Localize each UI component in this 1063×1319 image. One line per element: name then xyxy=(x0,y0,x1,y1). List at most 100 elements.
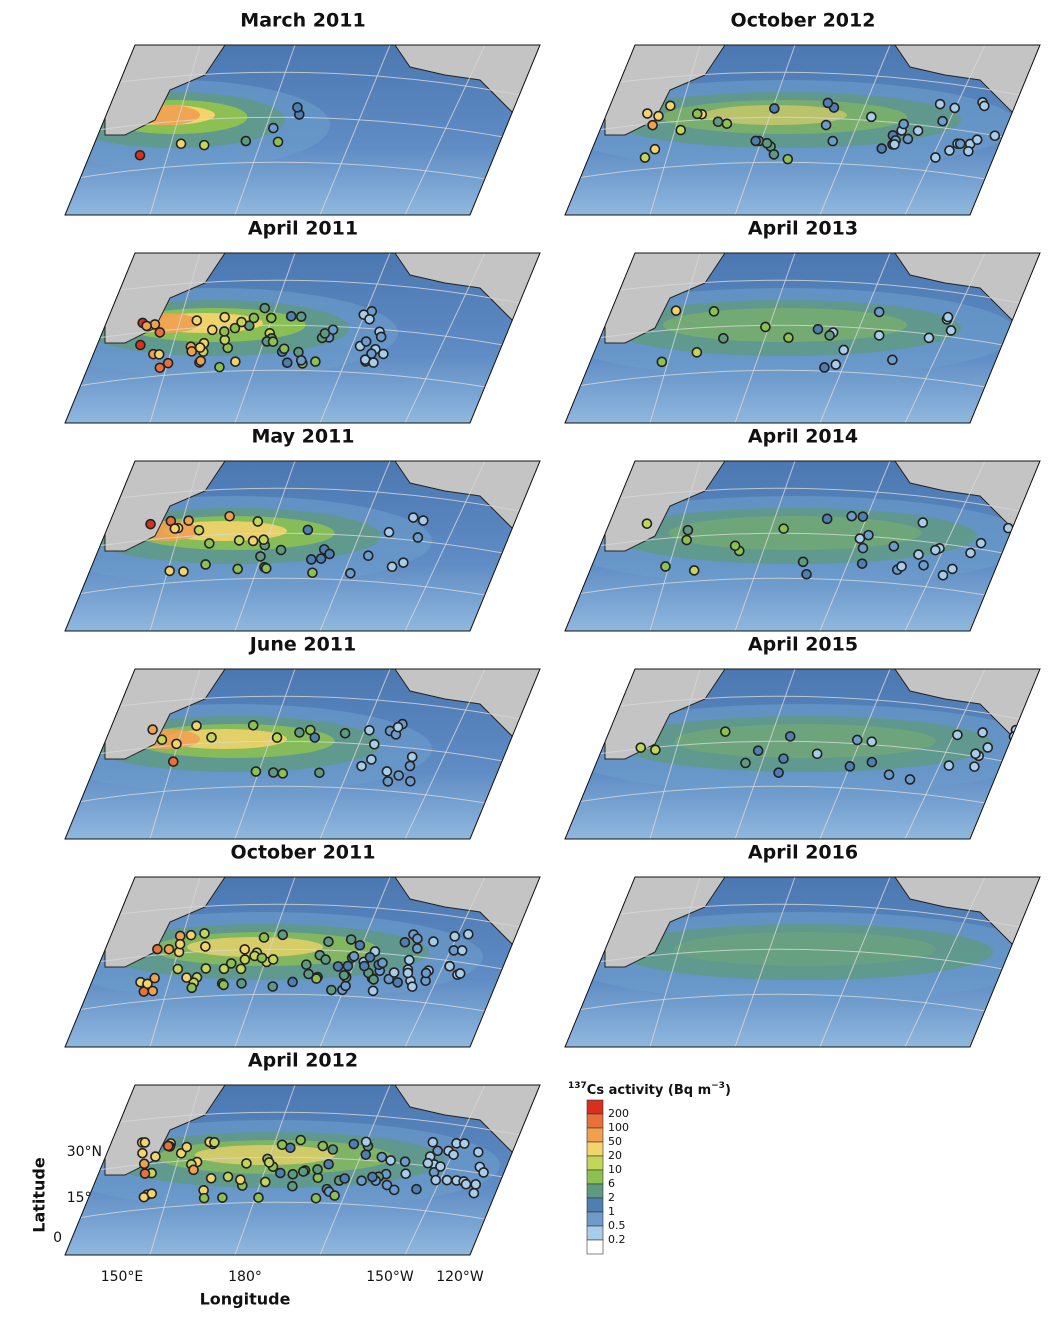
station xyxy=(364,951,376,963)
station xyxy=(851,734,863,746)
station xyxy=(740,757,751,769)
graticule xyxy=(819,253,891,423)
station xyxy=(653,110,664,122)
station xyxy=(417,515,429,526)
station xyxy=(784,731,796,742)
station xyxy=(185,929,197,941)
station xyxy=(381,1179,393,1191)
station xyxy=(287,1180,298,1192)
station xyxy=(285,310,297,322)
graticule xyxy=(819,877,891,1047)
station xyxy=(317,1140,329,1152)
station xyxy=(278,343,290,355)
graticule xyxy=(904,45,986,215)
station xyxy=(876,143,888,154)
station xyxy=(778,523,789,535)
legend-title-text: Cs activity (Bq m xyxy=(587,1083,711,1098)
station xyxy=(368,738,380,750)
station xyxy=(971,134,983,146)
station xyxy=(263,1157,275,1168)
station xyxy=(258,932,270,943)
legend-swatch xyxy=(586,1239,604,1255)
station xyxy=(1006,770,1018,782)
station xyxy=(294,727,305,738)
station xyxy=(312,1164,323,1175)
station xyxy=(169,523,181,534)
station xyxy=(198,139,210,151)
graticule xyxy=(565,71,1040,101)
land xyxy=(894,669,1040,765)
station xyxy=(381,766,393,777)
station xyxy=(239,944,251,955)
graticule xyxy=(149,877,201,1047)
station xyxy=(912,125,924,137)
station xyxy=(768,149,780,160)
station xyxy=(375,331,387,343)
panel-title: April 2016 xyxy=(748,842,858,864)
station xyxy=(769,103,780,114)
panel-title: October 2011 xyxy=(231,842,376,864)
station xyxy=(183,515,194,526)
station xyxy=(641,518,653,529)
station xyxy=(292,102,303,113)
station xyxy=(399,1156,411,1167)
legend-exponent: −3 xyxy=(711,1081,725,1091)
graticule xyxy=(65,487,540,517)
map xyxy=(65,877,540,1047)
station xyxy=(761,137,773,149)
station xyxy=(448,1149,459,1160)
graticule xyxy=(734,45,796,215)
station xyxy=(639,152,651,163)
land xyxy=(104,253,226,344)
station xyxy=(174,938,186,950)
frame xyxy=(564,876,1041,1048)
legend-isotope: 137 xyxy=(568,1081,587,1091)
panel-title: April 2015 xyxy=(748,634,858,656)
plume xyxy=(703,105,847,125)
station xyxy=(866,111,877,123)
station xyxy=(462,928,474,940)
station xyxy=(367,1171,378,1183)
station xyxy=(942,311,954,323)
station xyxy=(642,108,653,119)
station xyxy=(309,732,321,743)
map xyxy=(65,253,540,423)
station xyxy=(247,719,259,731)
station xyxy=(199,928,210,939)
station xyxy=(982,742,994,753)
station xyxy=(368,357,379,368)
panel-title: October 2012 xyxy=(731,10,876,32)
station xyxy=(665,100,676,112)
station xyxy=(830,359,842,370)
station xyxy=(838,344,850,356)
station xyxy=(782,153,794,165)
station xyxy=(954,138,966,150)
graticule xyxy=(565,785,1040,815)
station xyxy=(407,512,419,523)
station xyxy=(721,118,733,129)
station xyxy=(819,362,830,373)
graticule xyxy=(65,161,540,191)
station xyxy=(164,565,175,577)
station xyxy=(250,766,262,777)
legend-swatch xyxy=(586,1183,604,1199)
graticule xyxy=(649,253,701,423)
map xyxy=(565,669,1040,839)
station xyxy=(360,1149,372,1160)
station xyxy=(327,1144,339,1155)
station xyxy=(275,544,287,556)
land xyxy=(394,253,540,349)
station xyxy=(656,356,668,368)
station xyxy=(797,556,809,568)
graticule xyxy=(565,161,1040,191)
station xyxy=(305,724,316,736)
station xyxy=(691,108,703,120)
y-tick-label: 30°N xyxy=(67,1144,102,1160)
graticule xyxy=(65,785,540,815)
graticule xyxy=(65,577,540,607)
station xyxy=(235,1174,246,1186)
station xyxy=(323,1158,334,1170)
legend-swatch xyxy=(586,1155,604,1171)
station xyxy=(383,526,395,538)
station xyxy=(175,138,187,150)
